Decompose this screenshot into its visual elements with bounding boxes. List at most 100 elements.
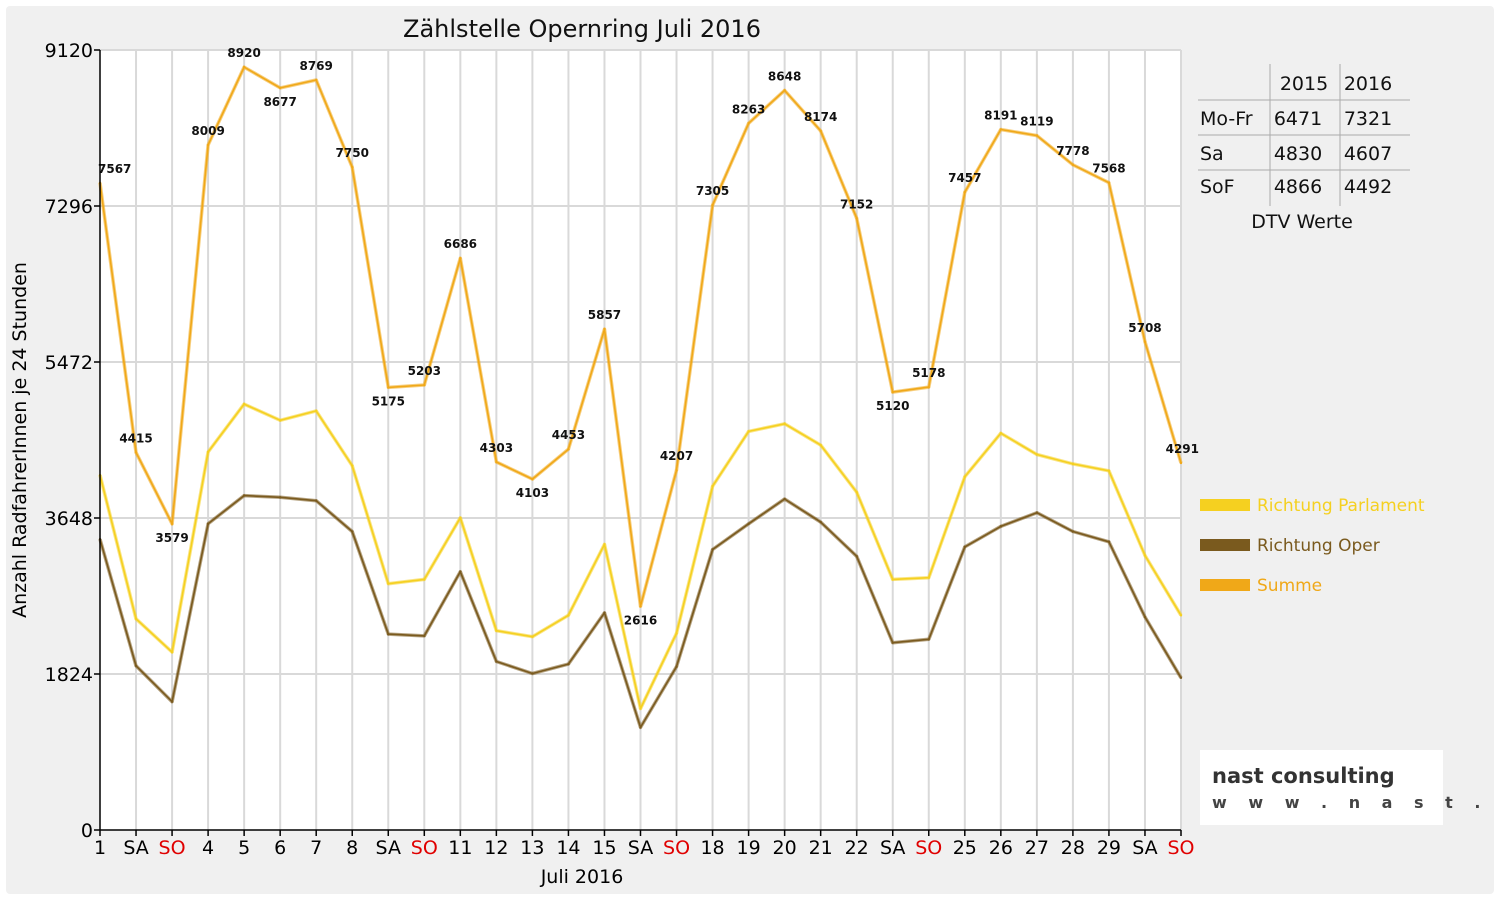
dtv-cell: 7321 [1344,108,1392,130]
data-point [531,672,534,675]
data-point [387,632,390,636]
series-lines [98,65,1183,730]
x-tick-label: SO [663,837,690,859]
data-point [423,634,426,638]
data-label: 7750 [336,146,369,160]
x-tick-label: 14 [556,837,580,859]
data-point [278,419,282,422]
data-point [711,548,714,551]
data-point [855,555,858,558]
data-point [206,522,210,526]
legend-label: Richtung Parlament [1257,496,1425,516]
x-tick-label: 29 [1097,837,1121,859]
chart-title: Zählstelle Opernring Juli 2016 [403,15,761,43]
x-tick-label: 6 [274,837,286,859]
data-point [423,383,426,387]
data-label: 8174 [804,110,837,124]
x-tick-label: SO [915,837,942,859]
y-tick-label: 1824 [45,664,93,686]
series-2 [98,65,1183,609]
x-tick-label: 25 [953,837,977,859]
data-point [639,707,642,710]
data-point [278,496,282,499]
data-point [315,78,318,82]
data-point [531,635,534,638]
data-point [170,650,174,654]
y-axis-ticks: 0 1824 3648 5472 7296 9120 [45,40,100,842]
dtv-row-label: Mo-Fr [1200,108,1253,130]
data-point [639,605,642,608]
x-tick-label: 4 [202,837,214,859]
data-point [1107,469,1111,472]
data-point [999,128,1003,131]
data-point [783,497,786,501]
data-point [639,726,642,729]
data-point [819,520,822,524]
x-tick-label: 8 [346,837,358,859]
data-point [963,475,966,478]
data-point [747,122,750,125]
data-label: 7152 [840,197,873,211]
legend-swatch [1200,499,1250,511]
data-point [278,86,282,90]
data-point [1179,614,1183,617]
series-1 [98,493,1183,730]
x-tick-label: 27 [1025,837,1049,859]
data-point [999,525,1003,528]
data-point [963,545,966,549]
data-point [351,165,354,169]
data-point [1035,134,1039,137]
data-point [927,576,930,579]
data-point [1071,163,1075,166]
data-point [423,578,426,581]
x-tick-label: 7 [310,837,322,859]
x-tick-label: SA [880,837,905,859]
data-point [819,129,822,133]
data-label: 8119 [1020,115,1053,129]
data-labels: 7567 4415 3579 8009 8920 8677 8769 7750 5175 5203… [98,46,1199,627]
x-tick-label: 26 [989,837,1013,859]
data-point [242,402,246,406]
dtv-row-label: Sa [1200,143,1224,165]
data-label: 8191 [984,108,1017,122]
dtv-cell: 4866 [1274,176,1322,198]
data-label: 5857 [588,308,621,322]
x-tick-label: 18 [700,837,724,859]
data-point [134,617,138,620]
data-label: 8920 [227,46,260,60]
data-point [351,530,354,533]
data-point [387,582,390,585]
data-point [675,468,678,472]
data-point [206,450,210,454]
data-point [927,638,930,641]
data-point [1035,511,1039,514]
data-point [315,409,318,413]
data-point [567,614,570,617]
data-label: 5178 [912,366,945,380]
data-point [603,327,606,331]
data-point [891,390,894,394]
x-tick-label: SA [1132,837,1157,859]
x-axis-ticks: 1 SA SO 4 5 6 7 8 SA SO 11 12 13 14 15 SA SO 18 19 20 21 22 SA… [94,830,1195,859]
data-point [747,430,750,433]
data-label: 2616 [624,613,657,627]
data-point [134,664,138,667]
data-label: 5175 [372,394,405,408]
x-axis-title: Juli 2016 [540,866,624,888]
data-label: 4415 [119,431,152,445]
data-point [603,611,606,614]
data-label: 5120 [876,399,909,413]
dtv-col-2015: 2015 [1280,73,1328,95]
data-point [603,543,606,546]
data-label: 8677 [263,95,296,109]
data-point [675,632,678,635]
nast-logo: nast consulting w w w . n a s t . a t [1200,750,1500,825]
data-label: 4103 [516,486,549,500]
data-point [963,191,966,194]
y-tick-label: 3648 [45,508,93,530]
x-tick-label: 20 [773,837,797,859]
dtv-col-2016: 2016 [1344,73,1392,95]
data-point [315,499,318,502]
data-label: 7568 [1092,162,1125,176]
